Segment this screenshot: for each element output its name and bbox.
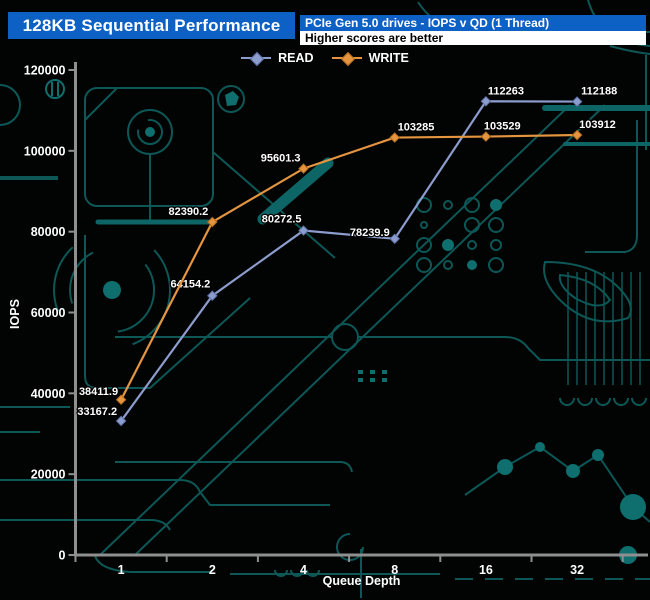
write-data-label: 103912 xyxy=(579,119,616,131)
read-data-label: 64154.2 xyxy=(171,279,211,291)
write-data-label: 82390.2 xyxy=(169,206,209,218)
write-diamond-icon xyxy=(340,51,355,67)
write-data-label: 103285 xyxy=(398,122,435,134)
y-tick-label: 40000 xyxy=(31,387,66,401)
write-data-label: 95601.3 xyxy=(261,153,301,165)
legend-label-read: READ xyxy=(278,51,314,65)
x-tick-label: 4 xyxy=(300,563,307,577)
y-tick-label: 60000 xyxy=(31,306,66,320)
page-title: 128KB Sequential Performance xyxy=(22,15,281,35)
y-tick-label: 0 xyxy=(59,549,66,563)
x-tick-label: 2 xyxy=(209,563,216,577)
y-tick-label: 120000 xyxy=(24,64,66,78)
write-marker-icon xyxy=(206,216,218,228)
subtitle-bar: PCIe Gen 5.0 drives - IOPS v QD (1 Threa… xyxy=(300,15,646,31)
x-tick-label: 32 xyxy=(570,563,584,577)
write-data-label: 38411.9 xyxy=(79,386,118,398)
y-tick-label: 20000 xyxy=(31,468,66,482)
read-series-swatch xyxy=(241,51,272,67)
x-tick-label: 16 xyxy=(479,563,493,577)
write-marker-icon xyxy=(480,131,492,142)
y-tick-label: 80000 xyxy=(31,225,66,239)
read-diamond-icon xyxy=(250,51,265,67)
read-marker-icon xyxy=(571,96,583,107)
read-marker-icon xyxy=(389,233,401,245)
read-series-line xyxy=(120,100,578,422)
chart-note: Higher scores are better xyxy=(305,31,444,45)
write-marker-icon xyxy=(571,129,583,141)
read-data-label: 33167.2 xyxy=(77,406,117,418)
write-series-line xyxy=(120,133,578,401)
legend-item-read: READ xyxy=(241,51,314,67)
read-marker-icon xyxy=(115,415,127,427)
read-data-label: 78239.9 xyxy=(350,227,390,239)
read-marker-icon xyxy=(480,95,492,107)
x-tick-label: 1 xyxy=(118,563,125,577)
write-marker-icon xyxy=(298,163,309,174)
read-marker-icon xyxy=(206,290,218,302)
read-data-label: 112263 xyxy=(488,85,524,97)
note-bar: Higher scores are better xyxy=(300,31,646,45)
write-marker-icon xyxy=(115,394,127,406)
read-data-label: 112188 xyxy=(581,86,617,98)
write-marker-icon xyxy=(389,132,401,143)
legend-item-write: WRITE xyxy=(331,51,409,67)
x-tick-label: 8 xyxy=(391,563,398,577)
header-title-box: 128KB Sequential Performance xyxy=(8,12,295,39)
read-marker-icon xyxy=(298,225,309,236)
legend-label-write: WRITE xyxy=(368,51,409,65)
write-series-swatch xyxy=(331,51,362,67)
write-data-label: 103529 xyxy=(484,121,521,133)
y-axis-title: IOPS xyxy=(8,299,22,329)
read-data-label: 80272.5 xyxy=(262,214,302,226)
y-tick-label: 100000 xyxy=(24,144,66,158)
chart-subtitle: PCIe Gen 5.0 drives - IOPS v QD (1 Threa… xyxy=(305,16,550,30)
chart-legend: READ WRITE xyxy=(0,51,650,67)
x-axis-title: Queue Depth xyxy=(322,574,401,588)
